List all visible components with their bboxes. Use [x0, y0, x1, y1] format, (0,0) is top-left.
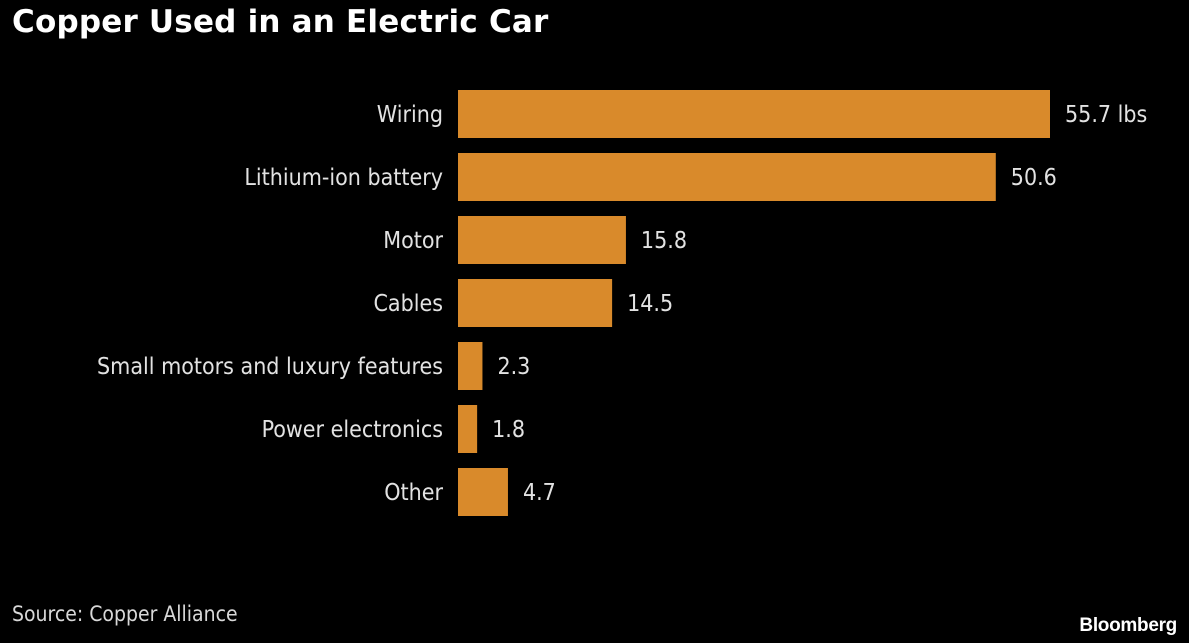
- bar-motor: [458, 216, 626, 264]
- bloomberg-logo: Bloomberg: [1079, 615, 1177, 636]
- value-label: 2.3: [497, 354, 530, 380]
- bars-layer: Wiring 55.7 lbs Lithium-ion battery 50.6 Mot…: [97, 90, 1147, 516]
- source-note: Source: Copper Alliance: [12, 602, 238, 626]
- bar-lithium-ion-battery: [458, 153, 996, 201]
- value-label: 4.7: [523, 480, 556, 506]
- category-label: Small motors and luxury features: [97, 354, 443, 380]
- value-label: 50.6: [1011, 165, 1057, 191]
- bar-power-electronics: [458, 405, 478, 453]
- category-label: Wiring: [377, 102, 443, 128]
- value-label: 1.8: [492, 417, 525, 443]
- bar-other: [458, 468, 508, 516]
- category-label: Motor: [383, 228, 443, 254]
- chart-title: Copper Used in an Electric Car: [12, 4, 549, 40]
- category-label: Other: [384, 480, 443, 506]
- value-label: 55.7 lbs: [1065, 102, 1147, 128]
- category-label: Power electronics: [262, 417, 443, 443]
- value-label: 14.5: [627, 291, 673, 317]
- category-label: Lithium-ion battery: [244, 165, 443, 191]
- bar-small-motors-and-luxury-features: [458, 342, 483, 390]
- value-label: 15.8: [641, 228, 687, 254]
- bar-cables: [458, 279, 613, 327]
- category-label: Cables: [373, 291, 443, 317]
- bar-wiring: [458, 90, 1050, 138]
